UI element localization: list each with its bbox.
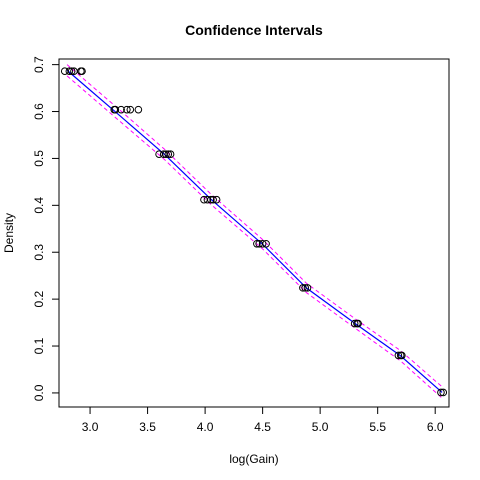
data-point [253,239,261,248]
y-tick-label: 0.2 [32,290,46,307]
y-tick-label: 0.1 [32,337,46,354]
y-tick-label: 0.4 [32,197,46,214]
x-tick-label: 3.0 [82,420,99,434]
x-axis: 3.0 3.5 4.0 4.5 5.0 5.5 6.0 [82,407,444,434]
x-tick-label: 6.0 [427,420,444,434]
data-point [303,284,312,292]
data-point [117,105,125,114]
y-tick-label: 0.6 [32,103,46,120]
data-point [166,150,175,159]
data-point [123,105,131,114]
x-tick-label: 4.0 [197,420,214,434]
y-tick-label: 0.3 [32,244,46,261]
fit-line [66,69,443,393]
points-layer [60,67,448,397]
data-point [299,284,307,292]
data-point [350,319,359,328]
x-tick-label: 3.5 [139,420,156,434]
data-point [162,150,170,159]
y-tick-label: 0.5 [32,150,46,167]
data-point [212,195,221,204]
upper-interval-line [66,64,443,388]
data-point [437,388,445,397]
y-tick-label: 0.0 [32,384,46,401]
data-point [354,319,362,328]
data-point [398,351,406,360]
y-axis-label: Density [2,213,16,253]
x-tick-label: 5.5 [369,420,386,434]
data-point [67,67,76,75]
lines-layer [66,64,443,399]
data-point [262,239,270,248]
lower-interval-line [66,75,443,399]
data-point [134,105,143,114]
data-point [301,284,309,292]
data-point [203,195,212,204]
data-point [394,351,403,360]
data-point [207,195,215,204]
data-point [126,105,135,114]
x-tick-label: 5.0 [312,420,329,434]
chart-title: Confidence Intervals [185,22,323,38]
x-axis-label: log(Gain) [229,452,278,466]
plot-frame [58,58,450,408]
data-point [111,105,120,114]
y-axis: 0.0 0.1 0.2 0.3 0.4 0.5 0.6 0.7 [32,56,59,401]
data-point [209,195,217,204]
x-tick-label: 4.5 [254,420,271,434]
y-tick-label: 0.7 [32,56,46,73]
data-point [78,67,86,75]
data-point [65,67,74,75]
data-point [258,239,267,248]
data-point [439,388,448,397]
data-point [164,150,173,159]
